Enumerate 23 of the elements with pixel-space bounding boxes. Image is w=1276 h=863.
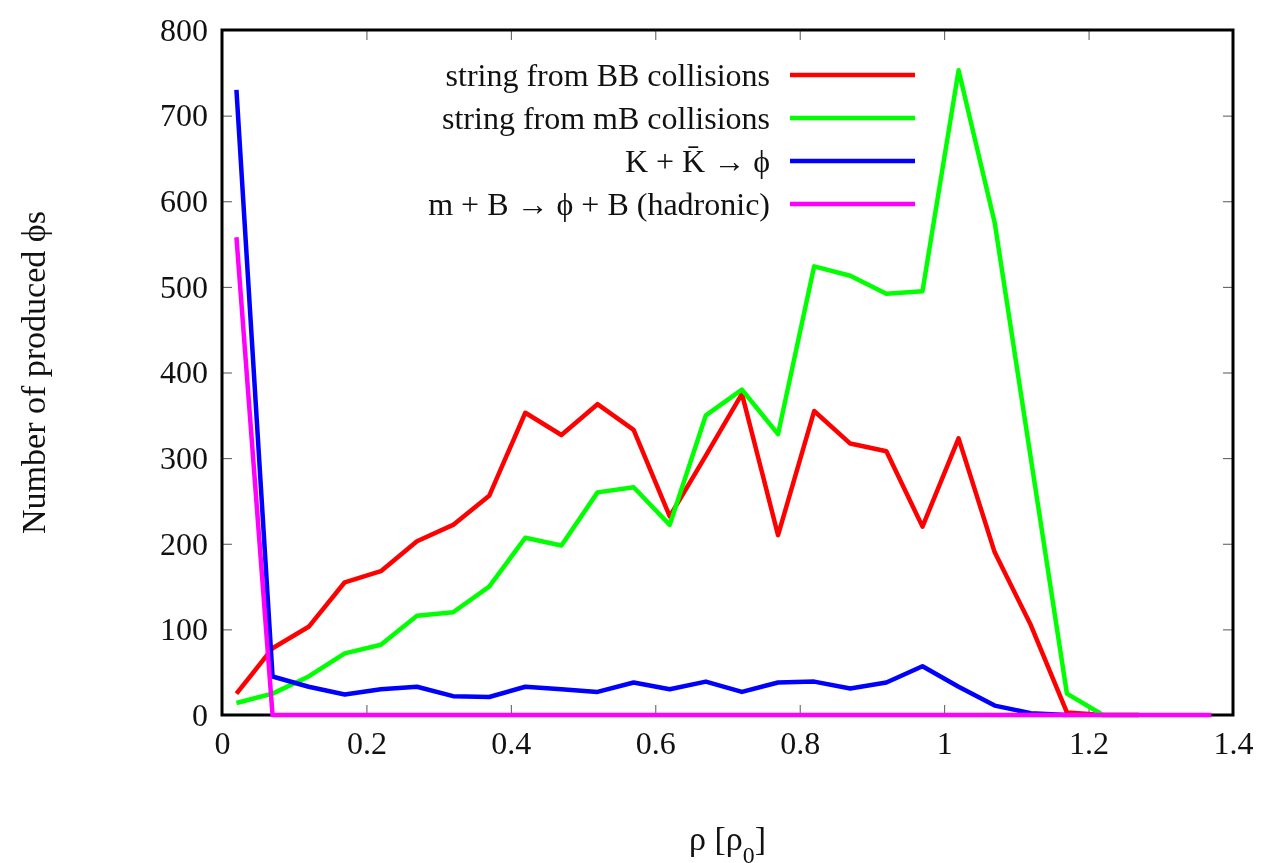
y-tick-label: 200 <box>160 525 208 562</box>
y-tick-label: 500 <box>160 268 208 305</box>
y-tick-label: 400 <box>160 354 208 391</box>
x-tick-label: 1.2 <box>1069 724 1110 761</box>
x-tick-label: 1 <box>936 724 953 761</box>
y-tick-label: 600 <box>160 182 208 219</box>
x-tick-label: 0.8 <box>780 724 821 761</box>
y-tick-label: 800 <box>160 11 208 48</box>
legend-label: string from BB collisions <box>445 57 770 93</box>
y-tick-label: 700 <box>160 97 208 134</box>
x-tick-label: 0.2 <box>346 724 387 761</box>
x-tick-label: 1.4 <box>1213 724 1254 761</box>
x-tick-label: 0.6 <box>635 724 676 761</box>
x-tick-label: 0.4 <box>491 724 532 761</box>
x-axis-title: ρ [ρ$_{0}$] <box>689 820 766 863</box>
y-axis-title: Number of produced ϕs <box>15 211 52 534</box>
y-tick-label: 100 <box>160 611 208 648</box>
y-tick-label: 300 <box>160 439 208 476</box>
y-tick-label: 0 <box>192 696 208 733</box>
legend-label: K + K̄ → ϕ <box>624 143 770 179</box>
legend-label: string from mB collisions <box>442 100 770 136</box>
legend-label: m + B → ϕ + B (hadronic) <box>428 186 770 222</box>
x-tick-label: 0 <box>214 724 231 761</box>
